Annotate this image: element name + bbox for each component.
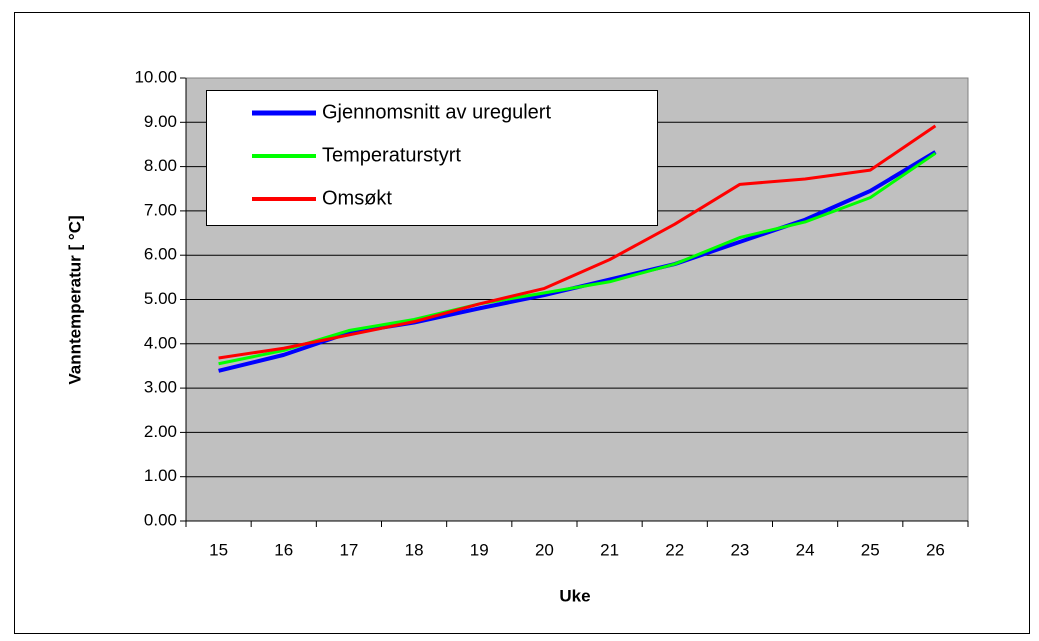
y-tick-label: 5.00 (144, 289, 177, 308)
y-tick-label: 4.00 (144, 333, 177, 352)
x-tick-label: 15 (209, 540, 228, 559)
x-tick-label: 20 (535, 540, 554, 559)
y-tick-label: 1.00 (144, 466, 177, 485)
y-axis-title: Vanntemperatur [ °C] (65, 215, 84, 384)
x-tick-label: 23 (730, 540, 749, 559)
x-tick-label: 17 (339, 540, 358, 559)
legend-label: Gjennomsnitt av uregulert (322, 101, 551, 123)
x-tick-label: 26 (926, 540, 945, 559)
series-line (218, 124, 937, 360)
y-tick-label: 9.00 (144, 112, 177, 131)
y-tick-label: 7.00 (144, 200, 177, 219)
x-tick-label: 16 (274, 540, 293, 559)
x-tick-label: 19 (470, 540, 489, 559)
x-tick-label: 18 (405, 540, 424, 559)
y-tick-label: 0.00 (144, 510, 177, 529)
series-line (218, 152, 937, 366)
x-tick-label: 24 (796, 540, 815, 559)
x-tick-label: 25 (861, 540, 880, 559)
legend-label: Omsøkt (322, 187, 392, 209)
y-tick-label: 10.00 (134, 67, 177, 86)
y-tick-label: 3.00 (144, 378, 177, 397)
y-tick-label: 6.00 (144, 245, 177, 264)
x-tick-label: 21 (600, 540, 619, 559)
legend-label: Temperaturstyrt (322, 144, 461, 166)
y-tick-label: 2.00 (144, 422, 177, 441)
x-tick-label: 22 (665, 540, 684, 559)
y-tick-label: 8.00 (144, 156, 177, 175)
x-axis-title: Uke (559, 586, 590, 605)
